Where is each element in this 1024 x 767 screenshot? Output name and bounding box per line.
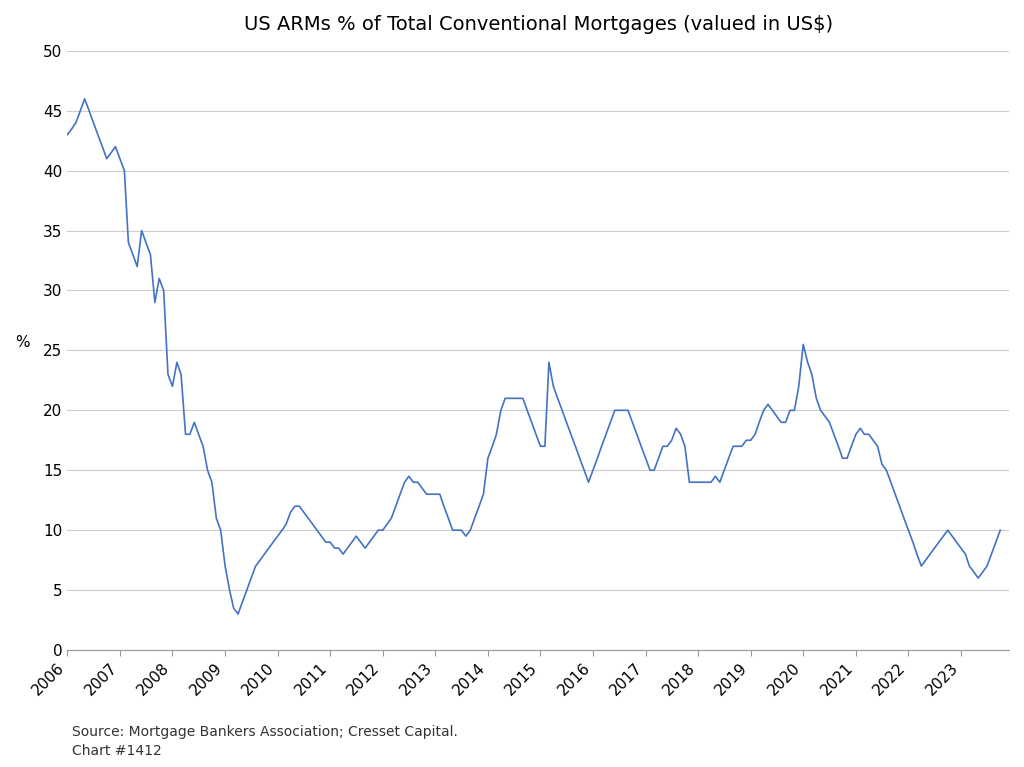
Text: Source: Mortgage Bankers Association; Cresset Capital.: Source: Mortgage Bankers Association; Cr… xyxy=(72,726,458,739)
Text: Chart #1412: Chart #1412 xyxy=(72,745,162,759)
Y-axis label: %: % xyxy=(15,335,30,351)
Title: US ARMs % of Total Conventional Mortgages (valued in US$): US ARMs % of Total Conventional Mortgage… xyxy=(244,15,833,34)
